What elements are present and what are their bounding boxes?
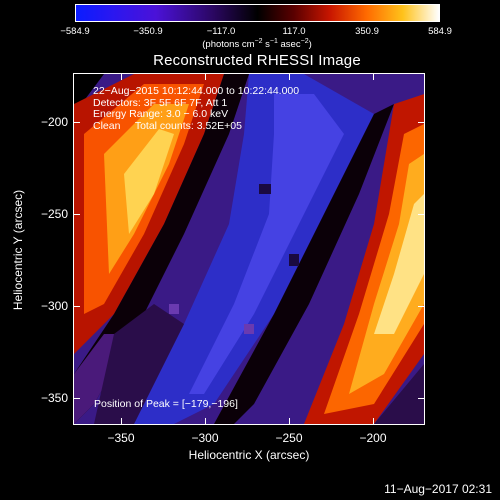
y-tick-mark: [73, 306, 80, 307]
y-tick-mark: [418, 214, 425, 215]
observation-info: 22−Aug−2015 10:12:44.000 to 10:22:44.000…: [93, 85, 300, 132]
colorbar-tick: −584.9: [60, 26, 90, 37]
colorbar-tick: −350.9: [133, 26, 163, 37]
rhessi-image: 22−Aug−2015 10:12:44.000 to 10:22:44.000…: [73, 73, 425, 425]
colorbar-tick: −117.0: [206, 26, 236, 37]
y-tick-mark: [418, 122, 425, 123]
y-tick-mark: [418, 306, 425, 307]
x-tick-mark: [121, 73, 122, 80]
x-tick-mark: [121, 418, 122, 425]
x-tick-label: −300: [191, 431, 219, 445]
info-energy-range: Energy Range: 3.0 − 6.0 keV: [93, 108, 229, 120]
y-tick-mark: [73, 214, 80, 215]
render-timestamp: 11−Aug−2017 02:31: [384, 482, 492, 496]
info-total-counts: Clean Total counts: 3.52E+05: [93, 119, 242, 132]
y-tick-mark: [73, 122, 80, 123]
x-tick-mark: [205, 73, 206, 80]
info-time-range: 22−Aug−2015 10:12:44.000 to 10:22:44.000: [93, 85, 300, 97]
y-tick-label: −300: [40, 299, 68, 313]
x-tick-mark: [289, 73, 290, 80]
y-tick-mark: [73, 398, 80, 399]
colorbar: [75, 4, 440, 22]
colorbar-tick: 350.9: [355, 26, 379, 37]
peak-position: Position of Peak = [−179,−196]: [94, 398, 238, 410]
x-tick-label: −350: [107, 431, 135, 445]
x-tick-mark: [289, 418, 290, 425]
y-tick-label: −250: [40, 207, 68, 221]
x-tick-label: −250: [275, 431, 303, 445]
rhessi-image-pixels: [74, 74, 424, 424]
colorbar-tick: 584.9: [428, 26, 452, 37]
x-tick-mark: [373, 418, 374, 425]
plot-title: Reconstructed RHESSI Image: [153, 52, 361, 69]
x-tick-label: −200: [359, 431, 387, 445]
colorbar-unit-label: (photons cm−2 s−1 asec−2): [202, 38, 312, 51]
x-axis-label: Heliocentric X (arcsec): [188, 448, 310, 462]
y-tick-mark: [418, 398, 425, 399]
colorbar-tick: 117.0: [282, 26, 306, 37]
y-tick-label: −200: [40, 115, 68, 129]
x-tick-mark: [205, 418, 206, 425]
info-detectors: Detectors: 3F 5F 6F 7F, Att 1: [93, 96, 228, 109]
y-tick-label: −350: [40, 391, 68, 405]
y-axis-label: Heliocentric Y (arcsec): [11, 189, 25, 311]
x-tick-mark: [373, 73, 374, 80]
